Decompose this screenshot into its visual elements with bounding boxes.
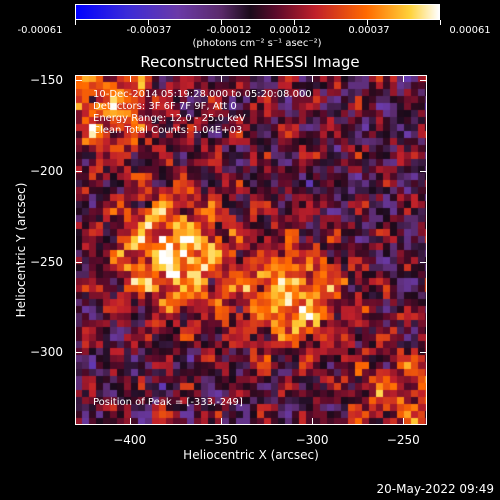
annotation-time-range: 10-Dec-2014 05:19:28.000 to 05:20:08.000 <box>93 89 312 100</box>
y-tick-mark <box>75 80 82 82</box>
y-tick-mark <box>75 261 82 263</box>
colorbar-tick-label: -0.00061 <box>17 25 63 36</box>
heatmap-image <box>75 75 427 425</box>
y-tick-mark <box>420 171 427 173</box>
x-tick-mark <box>220 418 222 425</box>
colorbar-tick-label: -0.00037 <box>126 25 172 36</box>
annotation-total-counts: Clean Total Counts: 1.04E+03 <box>93 125 243 136</box>
x-tick-label: −300 <box>295 433 329 447</box>
x-axis-label: Heliocentric X (arcsec) <box>183 448 319 462</box>
colorbar-tick <box>75 20 76 25</box>
colorbar-tick <box>148 20 149 25</box>
footer-timestamp: 20-May-2022 09:49 <box>376 482 494 496</box>
x-tick-label: −400 <box>113 433 147 447</box>
x-tick-mark <box>129 75 131 82</box>
y-tick-label: −250 <box>30 254 63 269</box>
x-tick-mark <box>312 75 314 82</box>
y-tick-mark <box>420 261 427 263</box>
x-tick-mark <box>403 418 405 425</box>
y-tick-mark <box>75 352 82 354</box>
colorbar-units: (photons cm⁻² s⁻¹ asec⁻²) <box>192 38 322 49</box>
y-tick-label: −150 <box>30 73 63 88</box>
y-axis-label: Heliocentric Y (arcsec) <box>14 182 28 318</box>
annotation-detectors: Detectors: 3F 6F 7F 9F, Att 0 <box>93 101 237 112</box>
y-tick-label: −300 <box>30 345 63 360</box>
colorbar-tick <box>440 20 441 25</box>
chart-title: Reconstructed RHESSI Image <box>140 53 360 71</box>
annotation-energy-range: Energy Range: 12.0 - 25.0 keV <box>93 113 246 124</box>
colorbar <box>75 4 440 20</box>
colorbar-tick-label: 0.00061 <box>449 25 491 36</box>
colorbar-tick-label: 0.00012 <box>269 25 311 36</box>
x-tick-mark <box>220 75 222 82</box>
y-tick-mark <box>420 352 427 354</box>
colorbar-tick <box>367 20 368 25</box>
colorbar-tick-label: -0.00012 <box>206 25 252 36</box>
colorbar-tick-label: 0.00037 <box>348 25 390 36</box>
x-tick-label: −350 <box>204 433 238 447</box>
x-tick-label: −250 <box>386 433 420 447</box>
annotation-peak-position: Position of Peak = [-333,-249] <box>93 397 243 408</box>
x-tick-mark <box>403 75 405 82</box>
colorbar-tick <box>294 20 295 25</box>
y-tick-label: −200 <box>30 164 63 179</box>
y-tick-mark <box>420 80 427 82</box>
y-tick-mark <box>75 171 82 173</box>
x-tick-mark <box>129 418 131 425</box>
x-tick-mark <box>312 418 314 425</box>
colorbar-tick <box>221 20 222 25</box>
